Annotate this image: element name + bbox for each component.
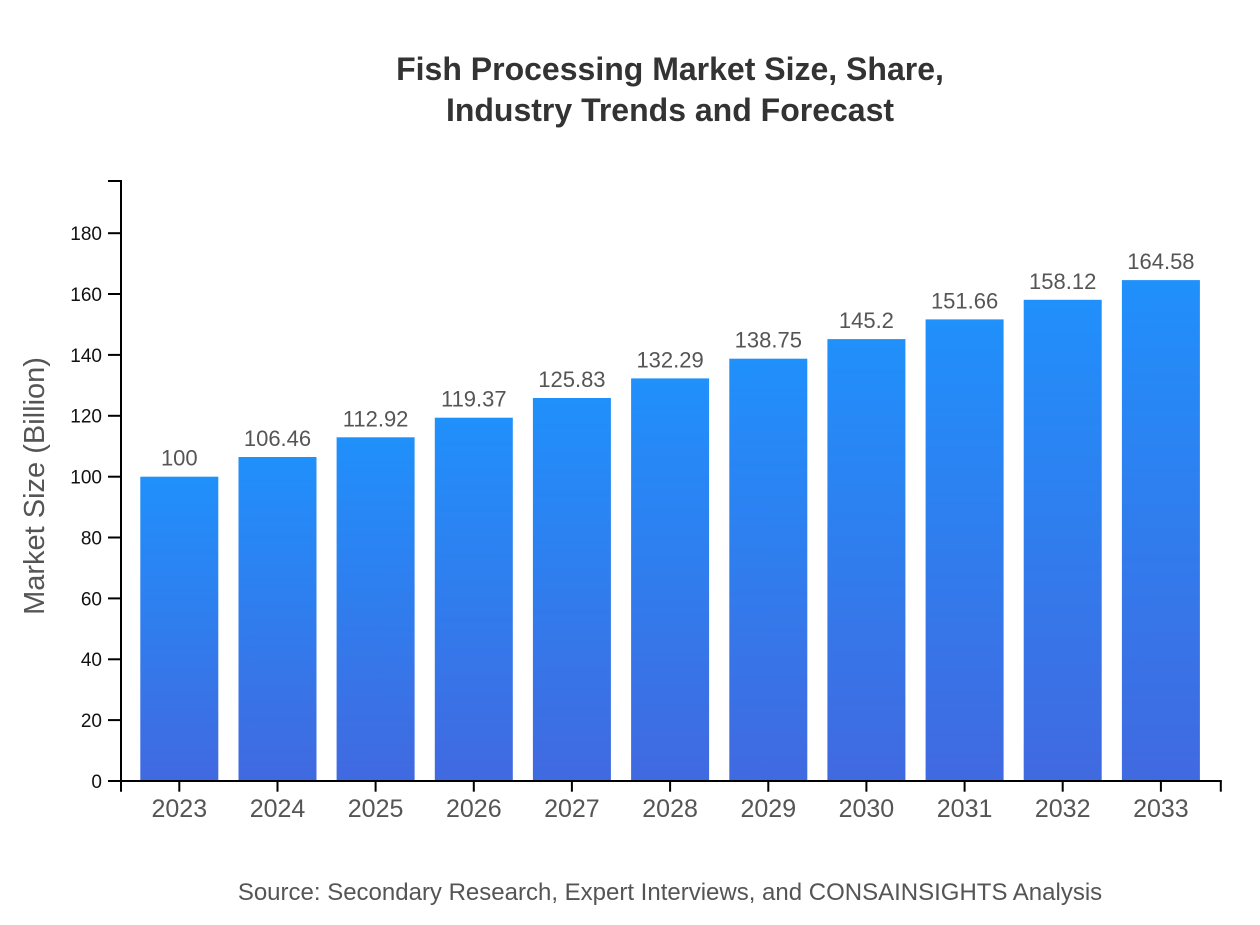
svg-text:125.83: 125.83 [538, 367, 605, 392]
svg-text:158.12: 158.12 [1029, 269, 1096, 294]
svg-text:164.58: 164.58 [1127, 249, 1194, 274]
svg-text:2030: 2030 [839, 795, 895, 823]
svg-text:132.29: 132.29 [636, 347, 703, 372]
svg-text:2024: 2024 [250, 795, 306, 823]
svg-text:106.46: 106.46 [244, 426, 311, 451]
svg-text:2033: 2033 [1133, 795, 1189, 823]
svg-text:80: 80 [81, 528, 102, 549]
svg-text:180: 180 [70, 224, 102, 245]
svg-text:100: 100 [161, 446, 198, 471]
svg-text:100: 100 [70, 468, 102, 489]
svg-text:2032: 2032 [1035, 795, 1091, 823]
svg-text:2025: 2025 [348, 795, 404, 823]
svg-text:2028: 2028 [642, 795, 698, 823]
svg-text:60: 60 [81, 589, 102, 610]
svg-text:2027: 2027 [544, 795, 600, 823]
svg-text:0: 0 [91, 772, 102, 793]
svg-text:2029: 2029 [740, 795, 796, 823]
svg-text:Source: Secondary Research, Ex: Source: Secondary Research, Expert Inter… [238, 879, 1102, 906]
svg-text:Fish Processing Market Size, S: Fish Processing Market Size, Share, [396, 51, 944, 87]
svg-text:160: 160 [70, 285, 102, 306]
svg-text:2031: 2031 [937, 795, 993, 823]
svg-text:Industry Trends and Forecast: Industry Trends and Forecast [446, 92, 894, 128]
svg-text:119.37: 119.37 [441, 387, 507, 412]
svg-text:120: 120 [70, 407, 102, 428]
svg-text:140: 140 [70, 346, 102, 367]
svg-text:20: 20 [81, 711, 102, 732]
svg-text:Market Size (Billion): Market Size (Billion) [19, 357, 51, 615]
svg-text:112.92: 112.92 [343, 406, 409, 431]
svg-text:2026: 2026 [446, 795, 502, 823]
svg-text:40: 40 [81, 650, 102, 671]
svg-text:151.66: 151.66 [931, 288, 998, 313]
svg-text:145.2: 145.2 [839, 308, 894, 333]
svg-text:138.75: 138.75 [735, 328, 802, 353]
svg-text:2023: 2023 [151, 795, 207, 823]
